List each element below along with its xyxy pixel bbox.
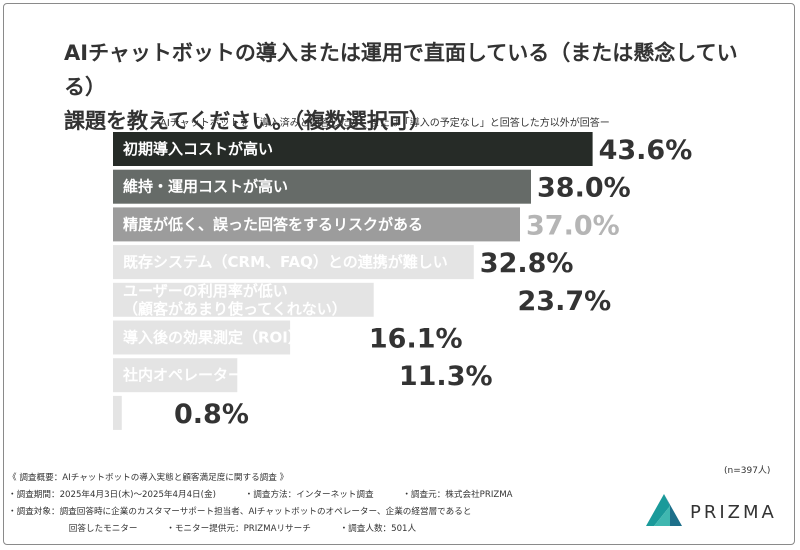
title-line-1: AIチャットボットの導入または運用で直面している（または懸念している） bbox=[64, 41, 738, 99]
value-label-6: 16.1% bbox=[369, 324, 463, 355]
chart-subtitle: ーAIチャットボットを「導入済みと回答した方、または「導入の予定なし」と回答した… bbox=[150, 118, 610, 129]
bar-5 bbox=[113, 282, 374, 317]
prizma-logo-mark bbox=[646, 494, 682, 526]
prizma-logo: PRIZMA bbox=[642, 490, 792, 534]
respondent-count: (n=397人) bbox=[724, 466, 771, 476]
bar-3 bbox=[113, 207, 520, 242]
bar-7 bbox=[113, 358, 238, 393]
bar-label-8: その他 bbox=[123, 404, 168, 422]
survey-target: ・調査対象：調査回答時に企業のカスタマーサポート担当者、AIチャットボットのオペ… bbox=[8, 507, 472, 517]
bar-chart: 初期導入コストが高い 43.6% 維持・運用コストが高い 38.0% 精度が低く、誤った… bbox=[113, 132, 693, 430]
value-label-7: 11.3% bbox=[399, 361, 493, 392]
outer-frame bbox=[3, 3, 795, 545]
chart-title: AIチャットボットの導入または運用で直面している（または懸念している） 課題を教… bbox=[64, 36, 764, 138]
bar-1 bbox=[113, 132, 593, 166]
bar-label-6: 導入後の効果測定（ROI）が難しい bbox=[123, 329, 363, 347]
value-label-8: 0.8% bbox=[174, 399, 249, 430]
bar-label-1: 初期導入コストが高い bbox=[123, 140, 273, 158]
bar-label-4: 既存システム（CRM、FAQ）との連携が難しい bbox=[123, 253, 448, 271]
value-label-5: 23.7% bbox=[518, 286, 612, 317]
bar-label-7: 社内オペレーターとの業務分担が難しい bbox=[122, 366, 393, 384]
title-line-2: 課題を教えてください。（複数選択可） bbox=[64, 109, 430, 133]
survey-overview: 《 調査概要：AIチャットボットの導入実態と顧客満足度に関する調査 》 ・調査期… bbox=[8, 470, 608, 538]
overview-row-3: 回答したモニター ・モニター提供元：PRIZMAリサーチ ・調査人数：501人 bbox=[8, 521, 608, 538]
survey-count: ・調査人数：501人 bbox=[339, 524, 417, 534]
overview-row-1: ・調査期間：2025年4月3日(木)〜2025年4月4日(金) ・調査方法：イン… bbox=[8, 487, 608, 504]
prizma-logo-text: PRIZMA bbox=[690, 502, 777, 523]
survey-source: ・調査元：株式会社PRIZMA bbox=[402, 490, 513, 500]
overview-heading: 《 調査概要：AIチャットボットの導入実態と顧客満足度に関する調査 》 bbox=[8, 473, 289, 483]
monitor-provider: ・モニター提供元：PRIZMAリサーチ bbox=[166, 524, 311, 534]
value-label-4: 32.8% bbox=[480, 248, 574, 279]
survey-target-cont: 回答したモニター bbox=[68, 524, 138, 534]
value-label-3: 37.0% bbox=[526, 210, 620, 241]
value-label-1: 43.6% bbox=[599, 135, 693, 166]
survey-method: ・調査方法：インターネット調査 bbox=[244, 490, 374, 500]
bar-label-5: ユーザーの利用率が低い（顧客があまり使ってくれない） bbox=[123, 282, 347, 318]
value-label-2: 38.0% bbox=[537, 173, 631, 204]
bar-label-2: 維持・運用コストが高い bbox=[123, 178, 288, 196]
bar-6 bbox=[113, 320, 291, 355]
survey-period: ・調査期間：2025年4月3日(木)〜2025年4月4日(金) bbox=[8, 490, 216, 500]
bar-label-3: 精度が低く、誤った回答をするリスクがある bbox=[123, 215, 423, 233]
bar-8 bbox=[113, 395, 122, 430]
bar-2 bbox=[113, 169, 531, 204]
bar-4 bbox=[113, 245, 474, 280]
